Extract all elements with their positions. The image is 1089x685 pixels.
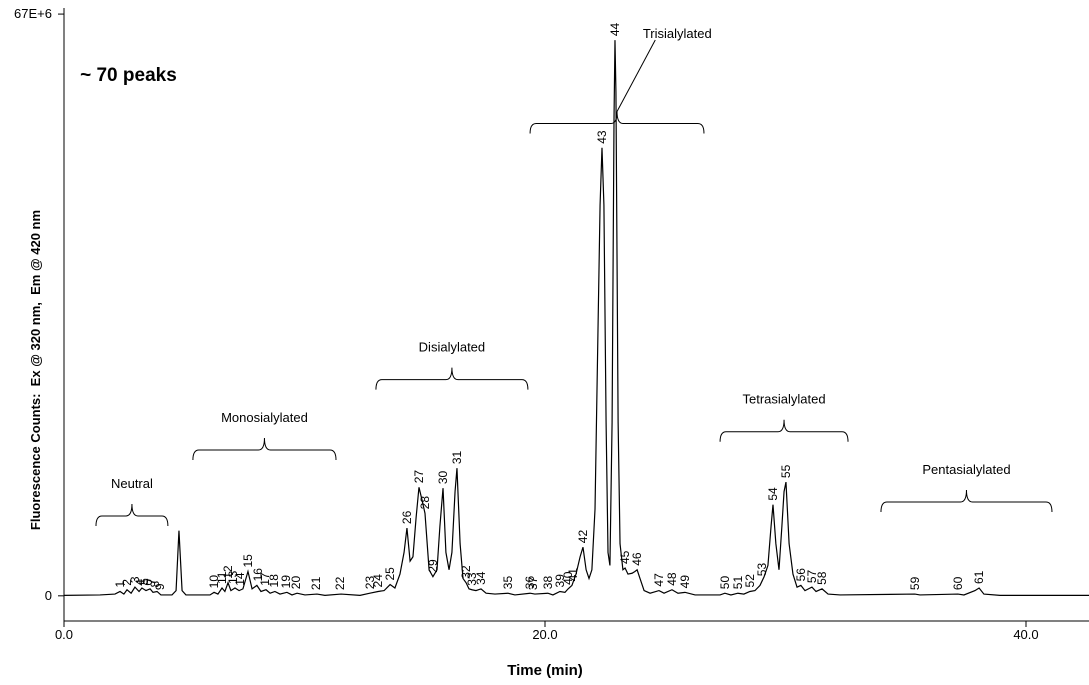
peak-label: 8 — [148, 580, 162, 587]
peak-label: 31 — [450, 451, 464, 465]
peak-label: 53 — [755, 563, 769, 577]
peak-label: 46 — [630, 552, 644, 566]
peak-label: 10 — [207, 575, 221, 589]
peak-label: 15 — [241, 554, 255, 568]
group-bracket — [95, 503, 169, 526]
peak-label: 9 — [153, 583, 167, 590]
peak-label: 58 — [815, 571, 829, 585]
group-bracket — [375, 367, 529, 390]
peak-label: 27 — [412, 470, 426, 484]
peak-label: 20 — [289, 576, 303, 590]
peak-label: 32 — [459, 565, 473, 579]
peak-label: 47 — [652, 573, 666, 587]
callout-line — [616, 39, 656, 112]
peak-label: 23 — [363, 576, 377, 590]
peak-label: 2 — [120, 579, 134, 586]
peak-label: 51 — [731, 576, 745, 590]
peak-label: 6 — [141, 579, 155, 586]
peak-label: 55 — [779, 464, 793, 478]
peak-label: 49 — [678, 575, 692, 589]
group-label: Neutral — [111, 476, 153, 491]
y-tick-label: 67E+6 — [14, 6, 52, 21]
group-bracket — [880, 490, 1053, 513]
peak-label: 25 — [383, 567, 397, 581]
peak-label: 7 — [144, 578, 158, 585]
group-label: Monosialylated — [221, 410, 308, 425]
peak-label: 1 — [113, 580, 127, 587]
peak-label: 33 — [465, 572, 479, 586]
peak-label: 42 — [576, 530, 590, 544]
peak-label: 57 — [805, 569, 819, 583]
trace — [63, 40, 1089, 596]
peak-label: 5 — [137, 578, 151, 585]
peak-label: 44 — [608, 22, 622, 36]
peak-label: 18 — [267, 574, 281, 588]
peak-label: 45 — [618, 550, 632, 564]
peak-label: 50 — [718, 576, 732, 590]
peak-label: 24 — [371, 574, 385, 588]
peak-label: 59 — [908, 576, 922, 590]
peak-label: 34 — [474, 571, 488, 585]
peak-label: 56 — [794, 568, 808, 582]
peak-label: 41 — [566, 568, 580, 582]
peak-label: 61 — [972, 570, 986, 584]
peak-label: 40 — [561, 571, 575, 585]
peak-label: 4 — [133, 579, 147, 586]
peak-label: 29 — [426, 559, 440, 573]
peak-label: 17 — [258, 572, 272, 586]
x-tick-label: 0.0 — [55, 627, 73, 642]
peak-label: 22 — [333, 576, 347, 590]
x-tick-label: 40.0 — [1013, 627, 1038, 642]
peak-label: 35 — [501, 576, 515, 590]
peak-label: 60 — [951, 576, 965, 590]
group-bracket — [529, 111, 705, 134]
peak-label: 52 — [743, 574, 757, 588]
peak-label: 13 — [226, 570, 240, 584]
peak-label: 38 — [541, 576, 555, 590]
annotation: ~ 70 peaks — [80, 65, 177, 86]
x-tick-label: 20.0 — [532, 627, 557, 642]
peak-label: 48 — [665, 572, 679, 586]
x-axis-title: Time (min) — [507, 662, 583, 679]
group-label: Disialylated — [419, 340, 485, 355]
peak-label: 54 — [766, 487, 780, 501]
peak-label: 26 — [400, 510, 414, 524]
peak-label: 28 — [418, 496, 432, 510]
peak-label: 21 — [309, 576, 323, 590]
peak-label: 19 — [279, 575, 293, 589]
peak-label: 36 — [523, 576, 537, 590]
peak-label: 12 — [221, 565, 235, 579]
group-label: Tetrasialylated — [742, 392, 825, 407]
y-axis-title: Fluorescence Counts: Ex @ 320 nm, Em @ 4… — [28, 210, 43, 530]
peak-label: 30 — [436, 470, 450, 484]
peak-label: 16 — [251, 568, 265, 582]
peak-label: 37 — [526, 576, 540, 590]
group-label: Pentasialylated — [922, 462, 1010, 477]
peak-label: 39 — [553, 574, 567, 588]
group-label: Trisialylated — [643, 26, 712, 41]
peak-label: 43 — [595, 130, 609, 144]
peak-label: 3 — [128, 576, 142, 583]
peak-label: 11 — [215, 571, 229, 584]
y-tick-label: 0 — [45, 588, 52, 603]
group-bracket — [192, 437, 337, 460]
peak-label: 14 — [233, 572, 247, 586]
group-bracket — [719, 419, 849, 442]
